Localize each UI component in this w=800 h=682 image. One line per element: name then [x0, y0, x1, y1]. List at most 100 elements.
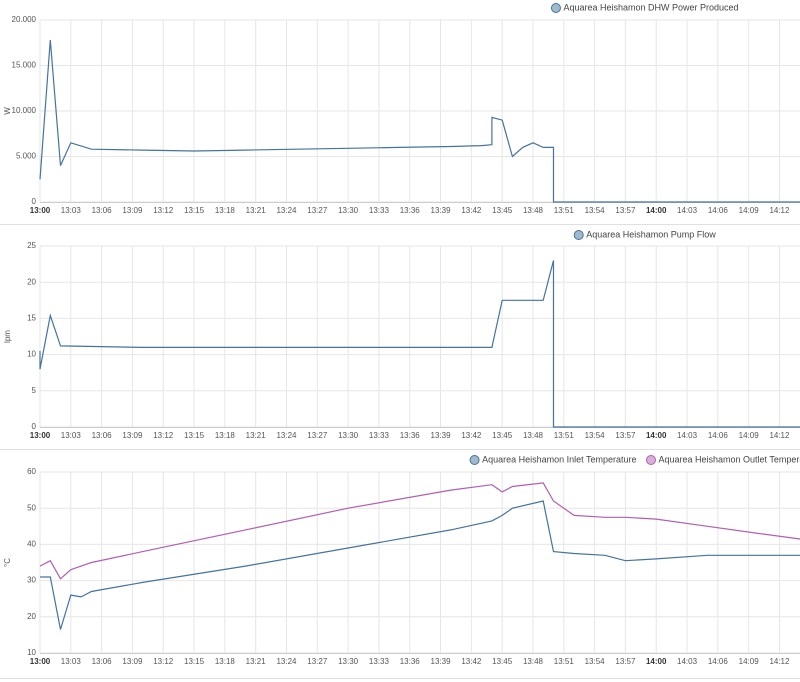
- x-tick-label: 13:54: [585, 657, 606, 666]
- x-tick-label: 13:21: [246, 657, 267, 666]
- y-tick-label: 10: [27, 350, 36, 359]
- legend-label: Aquarea Heishamon Outlet Temperature: [659, 454, 800, 464]
- x-tick-label: 14:00: [646, 657, 667, 666]
- x-tick-label: 14:12: [769, 206, 790, 215]
- y-tick-label: 10.000: [12, 106, 37, 115]
- series-line: [39, 39, 800, 203]
- x-tick-label: 13:12: [153, 431, 174, 440]
- x-tick-label: 13:36: [400, 431, 421, 440]
- legend-label: Aquarea Heishamon Pump Flow: [586, 229, 716, 239]
- x-tick-label: 13:03: [61, 431, 82, 440]
- x-tick-label: 13:39: [431, 431, 452, 440]
- legend-label: Aquarea Heishamon DHW Power Produced: [563, 2, 738, 12]
- x-tick-label: 13:18: [215, 206, 236, 215]
- x-tick-label: 13:27: [307, 431, 328, 440]
- x-tick-label: 13:12: [153, 206, 174, 215]
- x-tick-label: 13:33: [369, 657, 390, 666]
- x-tick-label: 13:00: [30, 657, 51, 666]
- x-tick-label: 13:57: [615, 206, 636, 215]
- x-tick-label: 13:24: [276, 431, 297, 440]
- x-tick-label: 13:03: [61, 657, 82, 666]
- legend-marker: [469, 455, 480, 465]
- legend-marker: [550, 3, 561, 13]
- x-tick-label: 13:30: [338, 657, 359, 666]
- x-tick-label: 14:09: [739, 431, 760, 440]
- legend-marker: [646, 455, 656, 465]
- x-tick-label: 13:33: [369, 206, 390, 215]
- x-tick-label: 13:06: [92, 657, 113, 666]
- y-tick-label: 20.000: [12, 15, 37, 24]
- y-tick-label: 0: [32, 422, 37, 431]
- x-tick-label: 13:30: [338, 431, 359, 440]
- x-tick-label: 14:00: [646, 431, 667, 440]
- x-tick-label: 14:12: [769, 431, 790, 440]
- x-tick-label: 13:12: [153, 657, 174, 666]
- x-tick-label: 13:36: [400, 657, 421, 666]
- x-tick-label: 13:24: [276, 206, 297, 215]
- x-tick-label: 13:51: [554, 657, 575, 666]
- x-tick-label: 14:03: [677, 206, 698, 215]
- legend-label: Aquarea Heishamon Inlet Temperature: [482, 454, 636, 464]
- x-tick-label: 13:33: [369, 431, 390, 440]
- x-tick-label: 13:42: [461, 206, 482, 215]
- x-tick-label: 13:09: [122, 206, 143, 215]
- x-tick-label: 14:06: [708, 657, 729, 666]
- y-tick-label: 60: [27, 467, 36, 476]
- x-tick-label: 13:39: [431, 657, 452, 666]
- x-tick-label: 13:51: [554, 431, 575, 440]
- x-tick-label: 14:12: [769, 657, 790, 666]
- x-tick-label: 13:18: [215, 657, 236, 666]
- x-tick-label: 13:36: [400, 206, 421, 215]
- x-tick-label: 13:15: [184, 206, 205, 215]
- series-line: [40, 500, 800, 630]
- x-tick-label: 13:06: [92, 431, 113, 440]
- y-tick-label: 30: [27, 576, 36, 585]
- x-tick-label: 13:21: [246, 206, 267, 215]
- x-tick-label: 13:45: [492, 657, 513, 666]
- y-tick-label: 20: [27, 277, 36, 286]
- y-tick-label: 50: [27, 503, 36, 512]
- series-line: [39, 482, 800, 580]
- y-tick-label: 0: [32, 197, 37, 206]
- x-tick-label: 13:51: [554, 206, 575, 215]
- x-tick-label: 14:03: [677, 431, 698, 440]
- x-tick-label: 13:24: [276, 657, 297, 666]
- series-line: [39, 260, 800, 428]
- x-tick-label: 13:48: [523, 206, 544, 215]
- x-tick-label: 13:42: [461, 431, 482, 440]
- legend-marker: [573, 230, 584, 240]
- x-tick-label: 13:21: [246, 431, 267, 440]
- x-tick-label: 14:09: [739, 657, 760, 666]
- y-tick-label: 5.000: [16, 152, 37, 161]
- y-tick-label: 40: [27, 540, 36, 549]
- x-tick-label: 13:57: [615, 657, 636, 666]
- x-tick-label: 13:27: [307, 206, 328, 215]
- x-tick-label: 13:42: [461, 657, 482, 666]
- x-tick-label: 13:06: [92, 206, 113, 215]
- x-tick-label: 13:54: [585, 431, 606, 440]
- y-tick-label: 25: [27, 241, 36, 250]
- y-tick-label: 15.000: [12, 61, 37, 70]
- y-tick-label: 15: [27, 314, 36, 323]
- x-tick-label: 13:57: [615, 431, 636, 440]
- x-tick-label: 13:15: [184, 431, 205, 440]
- x-tick-label: 13:45: [492, 431, 513, 440]
- x-tick-label: 13:00: [30, 431, 51, 440]
- x-tick-label: 13:54: [585, 206, 606, 215]
- x-tick-label: 13:15: [184, 657, 205, 666]
- x-tick-label: 14:00: [646, 206, 667, 215]
- x-tick-label: 13:48: [523, 431, 544, 440]
- y-tick-label: 20: [27, 612, 36, 621]
- y-axis-title: W: [3, 107, 12, 115]
- y-axis-title: lpm: [3, 330, 12, 343]
- x-tick-label: 13:09: [122, 431, 143, 440]
- x-tick-label: 13:00: [30, 206, 51, 215]
- x-tick-label: 14:03: [677, 657, 698, 666]
- x-tick-label: 14:09: [739, 206, 760, 215]
- x-tick-label: 13:45: [492, 206, 513, 215]
- x-tick-label: 13:48: [523, 657, 544, 666]
- x-tick-label: 14:06: [708, 431, 729, 440]
- y-tick-label: 10: [27, 648, 36, 657]
- x-tick-label: 14:06: [708, 206, 729, 215]
